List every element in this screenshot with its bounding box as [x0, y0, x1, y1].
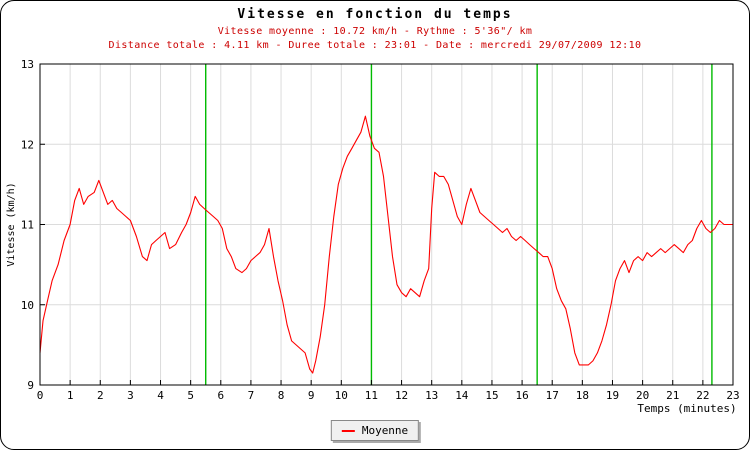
- svg-text:18: 18: [576, 389, 589, 402]
- svg-text:11: 11: [21, 219, 34, 232]
- km-marker-lines: [205, 64, 713, 385]
- series-moyenne: [39, 115, 733, 374]
- svg-text:17: 17: [546, 389, 559, 402]
- svg-text:20: 20: [636, 389, 649, 402]
- svg-text:14: 14: [455, 389, 469, 402]
- svg-text:15: 15: [485, 389, 498, 402]
- svg-text:23: 23: [726, 389, 739, 402]
- svg-text:13: 13: [21, 58, 34, 71]
- svg-text:6: 6: [217, 389, 224, 402]
- svg-text:2: 2: [97, 389, 104, 402]
- legend: Moyenne: [330, 420, 420, 441]
- svg-text:21: 21: [666, 389, 679, 402]
- svg-text:5: 5: [187, 389, 194, 402]
- gridlines: [40, 64, 733, 385]
- x-axis-label: Temps (minutes): [637, 402, 736, 415]
- svg-text:12: 12: [21, 138, 34, 151]
- chart-subtitle-speed: Vitesse moyenne : 10.72 km/h - Rythme : …: [217, 26, 533, 37]
- svg-text:19: 19: [606, 389, 619, 402]
- chart-subtitle-distance: Distance totale : 4.11 km - Duree totale…: [108, 40, 642, 51]
- svg-text:0: 0: [37, 389, 44, 402]
- legend-line-sample: [341, 429, 355, 432]
- svg-text:7: 7: [248, 389, 255, 402]
- y-axis-label: Vitesse (km/h): [6, 182, 17, 266]
- svg-text:12: 12: [395, 389, 408, 402]
- svg-text:10: 10: [335, 389, 348, 402]
- svg-text:16: 16: [515, 389, 528, 402]
- svg-text:10: 10: [21, 299, 34, 312]
- svg-text:11: 11: [365, 389, 378, 402]
- svg-text:3: 3: [127, 389, 134, 402]
- y-axis-ticks: 9 10 11 12 13: [21, 58, 45, 392]
- svg-text:4: 4: [157, 389, 164, 402]
- svg-text:9: 9: [27, 379, 34, 392]
- svg-text:13: 13: [425, 389, 438, 402]
- legend-label: Moyenne: [361, 424, 409, 437]
- chart-title: Vitesse en fonction du temps: [237, 7, 513, 22]
- svg-text:8: 8: [278, 389, 285, 402]
- svg-text:1: 1: [67, 389, 74, 402]
- svg-text:9: 9: [308, 389, 315, 402]
- svg-text:22: 22: [696, 389, 709, 402]
- x-axis-ticks: 0 1 2 3 4 5 6 7 8 9 10 11 12 13 14 15 16 17 18 19 20 21 22 23: [37, 380, 740, 402]
